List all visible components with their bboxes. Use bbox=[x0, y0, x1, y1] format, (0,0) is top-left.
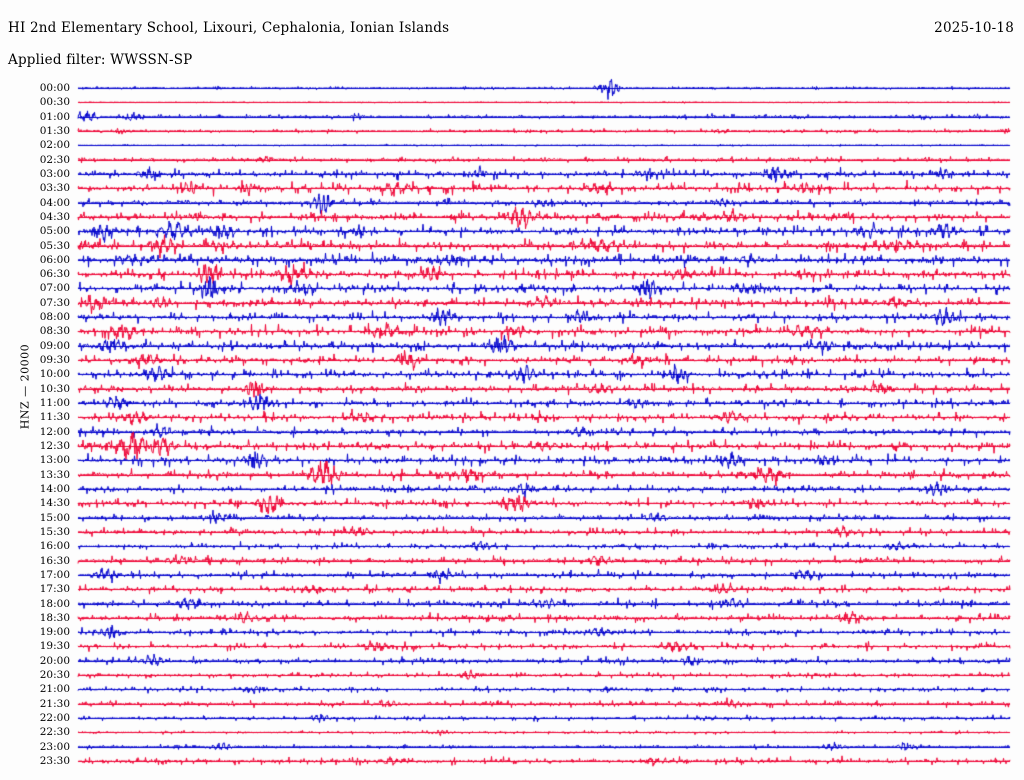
page-title: HI 2nd Elementary School, Lixouri, Cepha… bbox=[8, 20, 450, 36]
helicorder-plot: 00:0000:3001:0001:3002:0002:3003:0003:30… bbox=[0, 78, 1024, 778]
record-date: 2025-10-18 bbox=[934, 20, 1014, 36]
applied-filter-label: Applied filter: WWSSN-SP bbox=[8, 52, 193, 68]
seismogram-traces bbox=[0, 78, 1024, 778]
